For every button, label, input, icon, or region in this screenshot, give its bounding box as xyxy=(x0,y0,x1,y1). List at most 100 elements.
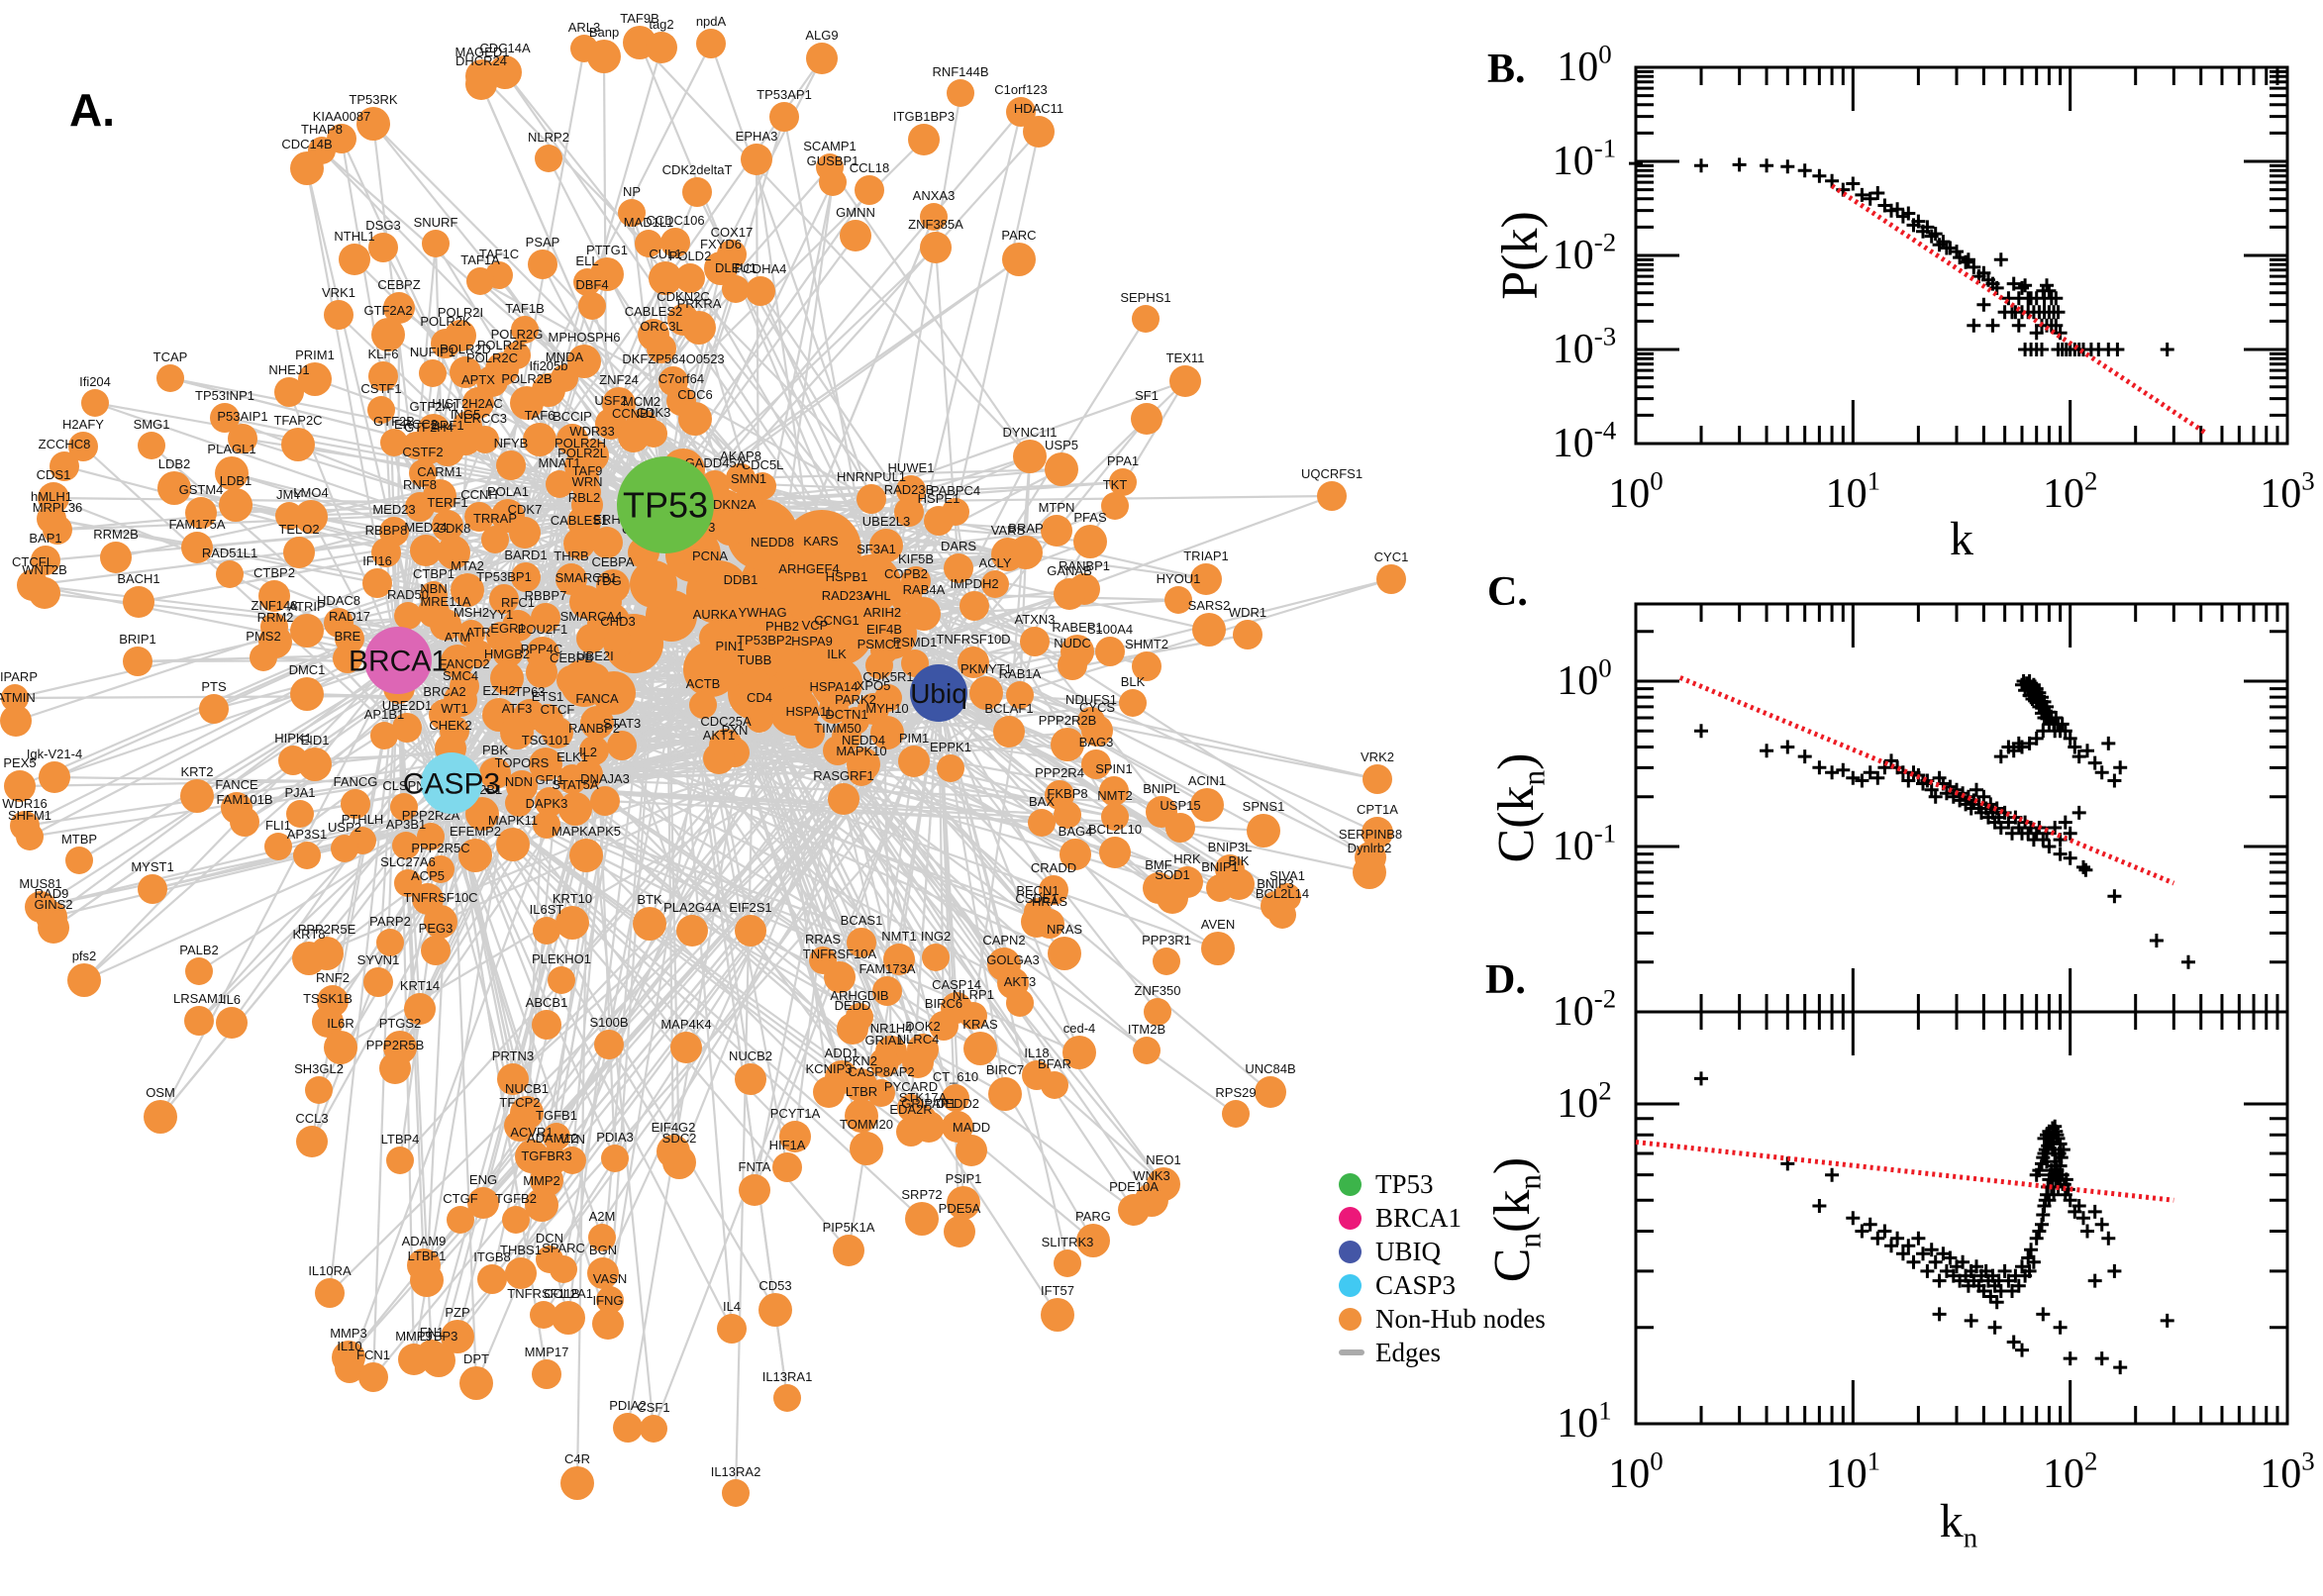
network-node xyxy=(477,1264,507,1294)
tick-label: 102 xyxy=(2043,1446,2097,1497)
network-node xyxy=(758,1293,792,1327)
node-label: FANCG xyxy=(334,774,378,789)
node-label: BRAP xyxy=(1008,521,1043,536)
node-label: TIPARP xyxy=(0,669,38,684)
network-node xyxy=(339,244,370,275)
node-label: MMP2 xyxy=(523,1173,560,1188)
node-label: ILK xyxy=(827,647,847,661)
node-label: CTCF xyxy=(541,702,575,717)
network-node xyxy=(1009,536,1043,569)
network-node xyxy=(550,1255,577,1283)
node-label: MSH2 xyxy=(454,605,489,620)
node-label: CCDC106 xyxy=(646,213,704,228)
network-node xyxy=(993,716,1025,748)
network-node xyxy=(867,1079,895,1107)
node-label: UBE2L3 xyxy=(862,514,910,529)
node-label: JMY xyxy=(276,487,302,502)
network-node xyxy=(441,645,474,678)
network-node xyxy=(590,786,620,816)
node-label: NLRC4 xyxy=(897,1032,940,1047)
node-label: HSPA9 xyxy=(791,634,833,648)
node-label: BAX xyxy=(1029,794,1055,809)
node-label: CEBPA xyxy=(591,554,634,569)
node-label: IFI16 xyxy=(362,553,392,568)
network-node xyxy=(264,833,292,860)
node-label: WNT2B xyxy=(22,562,67,577)
node-label: KLF6 xyxy=(367,347,398,361)
node-label: DYNC1I1 xyxy=(1003,425,1058,440)
node-label: SPIN1 xyxy=(1095,761,1133,776)
network-node xyxy=(960,591,989,621)
node-label: BNIP1 xyxy=(1201,859,1239,874)
node-label: BNIP3 xyxy=(1257,876,1294,891)
network-node xyxy=(335,1353,364,1383)
node-label: POLA1 xyxy=(487,484,529,499)
node-label: PALB2 xyxy=(179,943,219,957)
node-label: ZNF350 xyxy=(1135,983,1181,998)
node-label: NMT1 xyxy=(881,929,916,944)
network-node xyxy=(31,546,60,575)
node-label: SMARCA4 xyxy=(560,609,623,624)
node-label: NHEJ1 xyxy=(268,362,309,377)
network-node xyxy=(380,429,408,456)
network-node xyxy=(908,124,940,155)
node-label: HDAC8 xyxy=(317,593,360,608)
network-node xyxy=(1041,1298,1074,1332)
network-node xyxy=(795,719,825,748)
network-node xyxy=(758,549,786,577)
node-label: EID1 xyxy=(301,733,330,748)
node-label: GANAB xyxy=(1047,563,1092,578)
node-label: CEBPZ xyxy=(377,277,420,292)
node-label: PTGS2 xyxy=(379,1016,422,1031)
network-node xyxy=(0,705,32,737)
node-label: CASP14 xyxy=(932,977,981,992)
node-label: ATR xyxy=(465,625,490,640)
network-node xyxy=(772,1152,802,1182)
node-label: RANBP1 xyxy=(1059,558,1110,573)
node-label: COX17 xyxy=(711,225,754,240)
node-label: RBBP8 xyxy=(365,523,408,538)
node-label: STK17A xyxy=(899,1090,948,1105)
network-node xyxy=(230,807,259,837)
node-label: BCCIP xyxy=(553,409,592,424)
network-node xyxy=(831,603,862,635)
network-node xyxy=(1045,452,1078,486)
node-label: FN1 xyxy=(420,1325,445,1340)
node-label: PLAGL1 xyxy=(207,442,255,456)
network-node xyxy=(741,144,772,175)
tick-label: 101 xyxy=(1826,1446,1880,1497)
network-node xyxy=(185,497,217,529)
network-node xyxy=(869,529,903,562)
node-label: PIM1 xyxy=(899,731,929,746)
node-label: TAF9B xyxy=(620,11,659,26)
network-node xyxy=(383,292,415,324)
node-label: TRIAP1 xyxy=(1183,549,1229,563)
node-swatch-icon xyxy=(1339,1172,1362,1196)
node-label: BIRC6 xyxy=(925,996,962,1011)
node-label: KRT14 xyxy=(400,978,440,993)
network-node xyxy=(558,792,592,826)
node-label: BIRC7 xyxy=(986,1062,1024,1077)
node-label: HMGB2 xyxy=(484,647,530,661)
node-label: PPP2R2B xyxy=(1039,713,1097,728)
network-node xyxy=(988,1077,1022,1111)
network-node xyxy=(713,653,747,687)
network-node xyxy=(123,586,154,618)
network-node xyxy=(1119,689,1147,717)
network-node xyxy=(419,359,447,387)
node-label: ATRIP xyxy=(288,599,325,614)
node-label: TRRAP xyxy=(473,511,517,526)
node-label: ERCC3 xyxy=(463,411,507,426)
network-node xyxy=(824,961,856,993)
node-label: TUBB xyxy=(738,652,772,667)
node-label: SLC27A6 xyxy=(380,854,436,869)
node-label: TP63 xyxy=(514,684,545,699)
node-label: FCN1 xyxy=(356,1347,390,1362)
network-node xyxy=(1317,481,1347,511)
node-label: HRAS xyxy=(1032,894,1067,909)
network-node xyxy=(969,676,1003,710)
network-node xyxy=(823,628,851,655)
network-node xyxy=(735,915,766,947)
node-label: PPP2R4 xyxy=(1035,765,1084,780)
node-label: GSTM4 xyxy=(179,482,224,497)
